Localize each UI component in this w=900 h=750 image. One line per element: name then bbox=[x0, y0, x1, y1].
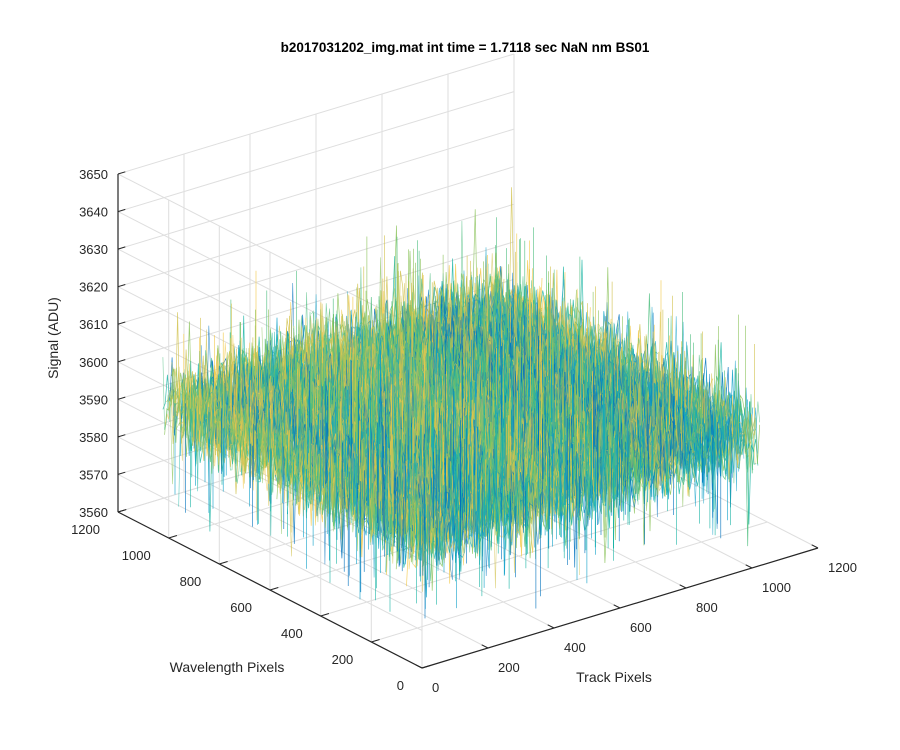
wall-grid-z bbox=[117, 436, 423, 594]
z-tick bbox=[117, 171, 126, 175]
surface-col bbox=[164, 377, 425, 567]
y-tick-label: 400 bbox=[281, 626, 303, 641]
wall-grid-z2 bbox=[117, 53, 515, 175]
y-tick bbox=[269, 587, 279, 591]
y-tick-label: 1200 bbox=[71, 522, 100, 537]
y-tick-label: 1000 bbox=[122, 548, 151, 563]
y-tick bbox=[219, 561, 228, 565]
surface-col bbox=[419, 309, 679, 496]
x-tick-label: 600 bbox=[630, 620, 652, 635]
z-tick bbox=[117, 509, 126, 513]
wall-grid-z bbox=[117, 473, 423, 631]
x-tick bbox=[745, 564, 753, 569]
floor-grid-y bbox=[371, 521, 768, 643]
tick-labels: 0 200 400 600 800 1000 1200 0 200 400 600 800 1000 12… bbox=[71, 167, 857, 695]
axes bbox=[117, 171, 819, 669]
chart-title: b2017031202_img.mat int time = 1.7118 se… bbox=[281, 40, 650, 55]
wall-grid-z2 bbox=[117, 128, 515, 250]
wall-grid-z2 bbox=[117, 203, 515, 325]
z-tick-label: 3610 bbox=[79, 317, 108, 332]
x-tick-label: 1000 bbox=[762, 580, 791, 595]
z-tick-label: 3640 bbox=[79, 205, 108, 220]
x-tick bbox=[547, 624, 555, 629]
x-tick bbox=[415, 664, 423, 669]
x-tick bbox=[679, 584, 687, 589]
x-tick-label: 200 bbox=[498, 660, 520, 675]
x-tick bbox=[481, 644, 489, 649]
surface-col bbox=[171, 329, 432, 551]
z-tick bbox=[117, 284, 126, 288]
z-tick bbox=[117, 359, 126, 363]
x-axis-label: Track Pixels bbox=[576, 669, 652, 685]
y-axis-label: Wavelength Pixels bbox=[170, 659, 285, 675]
y-tick-label: 800 bbox=[180, 574, 202, 589]
z-tick-label: 3630 bbox=[79, 242, 108, 257]
z-tick bbox=[117, 246, 126, 250]
x-tick bbox=[613, 604, 621, 609]
z-tick bbox=[117, 471, 126, 475]
wall-grid-z2 bbox=[117, 166, 515, 288]
z-tick-label: 3580 bbox=[79, 430, 108, 445]
x-tick bbox=[811, 544, 819, 549]
z-tick-label: 3620 bbox=[79, 280, 108, 295]
y-tick bbox=[320, 613, 330, 617]
z-tick bbox=[117, 321, 126, 325]
y-tick bbox=[371, 639, 380, 643]
z-tick-label: 3600 bbox=[79, 355, 108, 370]
y-tick-label: 600 bbox=[230, 600, 252, 615]
wall-grid-z2 bbox=[117, 91, 515, 213]
x-tick-label: 0 bbox=[432, 680, 439, 695]
x-tick-label: 800 bbox=[696, 600, 718, 615]
x-tick-label: 1200 bbox=[828, 560, 857, 575]
y-tick-label: 200 bbox=[332, 652, 354, 667]
noise-surface bbox=[162, 187, 761, 619]
y-tick bbox=[168, 535, 178, 539]
z-tick bbox=[117, 434, 126, 438]
z-tick-label: 3570 bbox=[79, 467, 108, 482]
z-tick bbox=[117, 208, 126, 213]
x-tick-label: 400 bbox=[564, 640, 586, 655]
z-tick-label: 3650 bbox=[79, 167, 108, 182]
z-tick-label: 3590 bbox=[79, 392, 108, 407]
z-axis-label: Signal (ADU) bbox=[45, 297, 61, 379]
z-tick bbox=[117, 396, 126, 400]
y-tick bbox=[421, 665, 431, 669]
y-tick-label: 0 bbox=[397, 678, 404, 693]
z-tick-label: 3560 bbox=[79, 505, 108, 520]
